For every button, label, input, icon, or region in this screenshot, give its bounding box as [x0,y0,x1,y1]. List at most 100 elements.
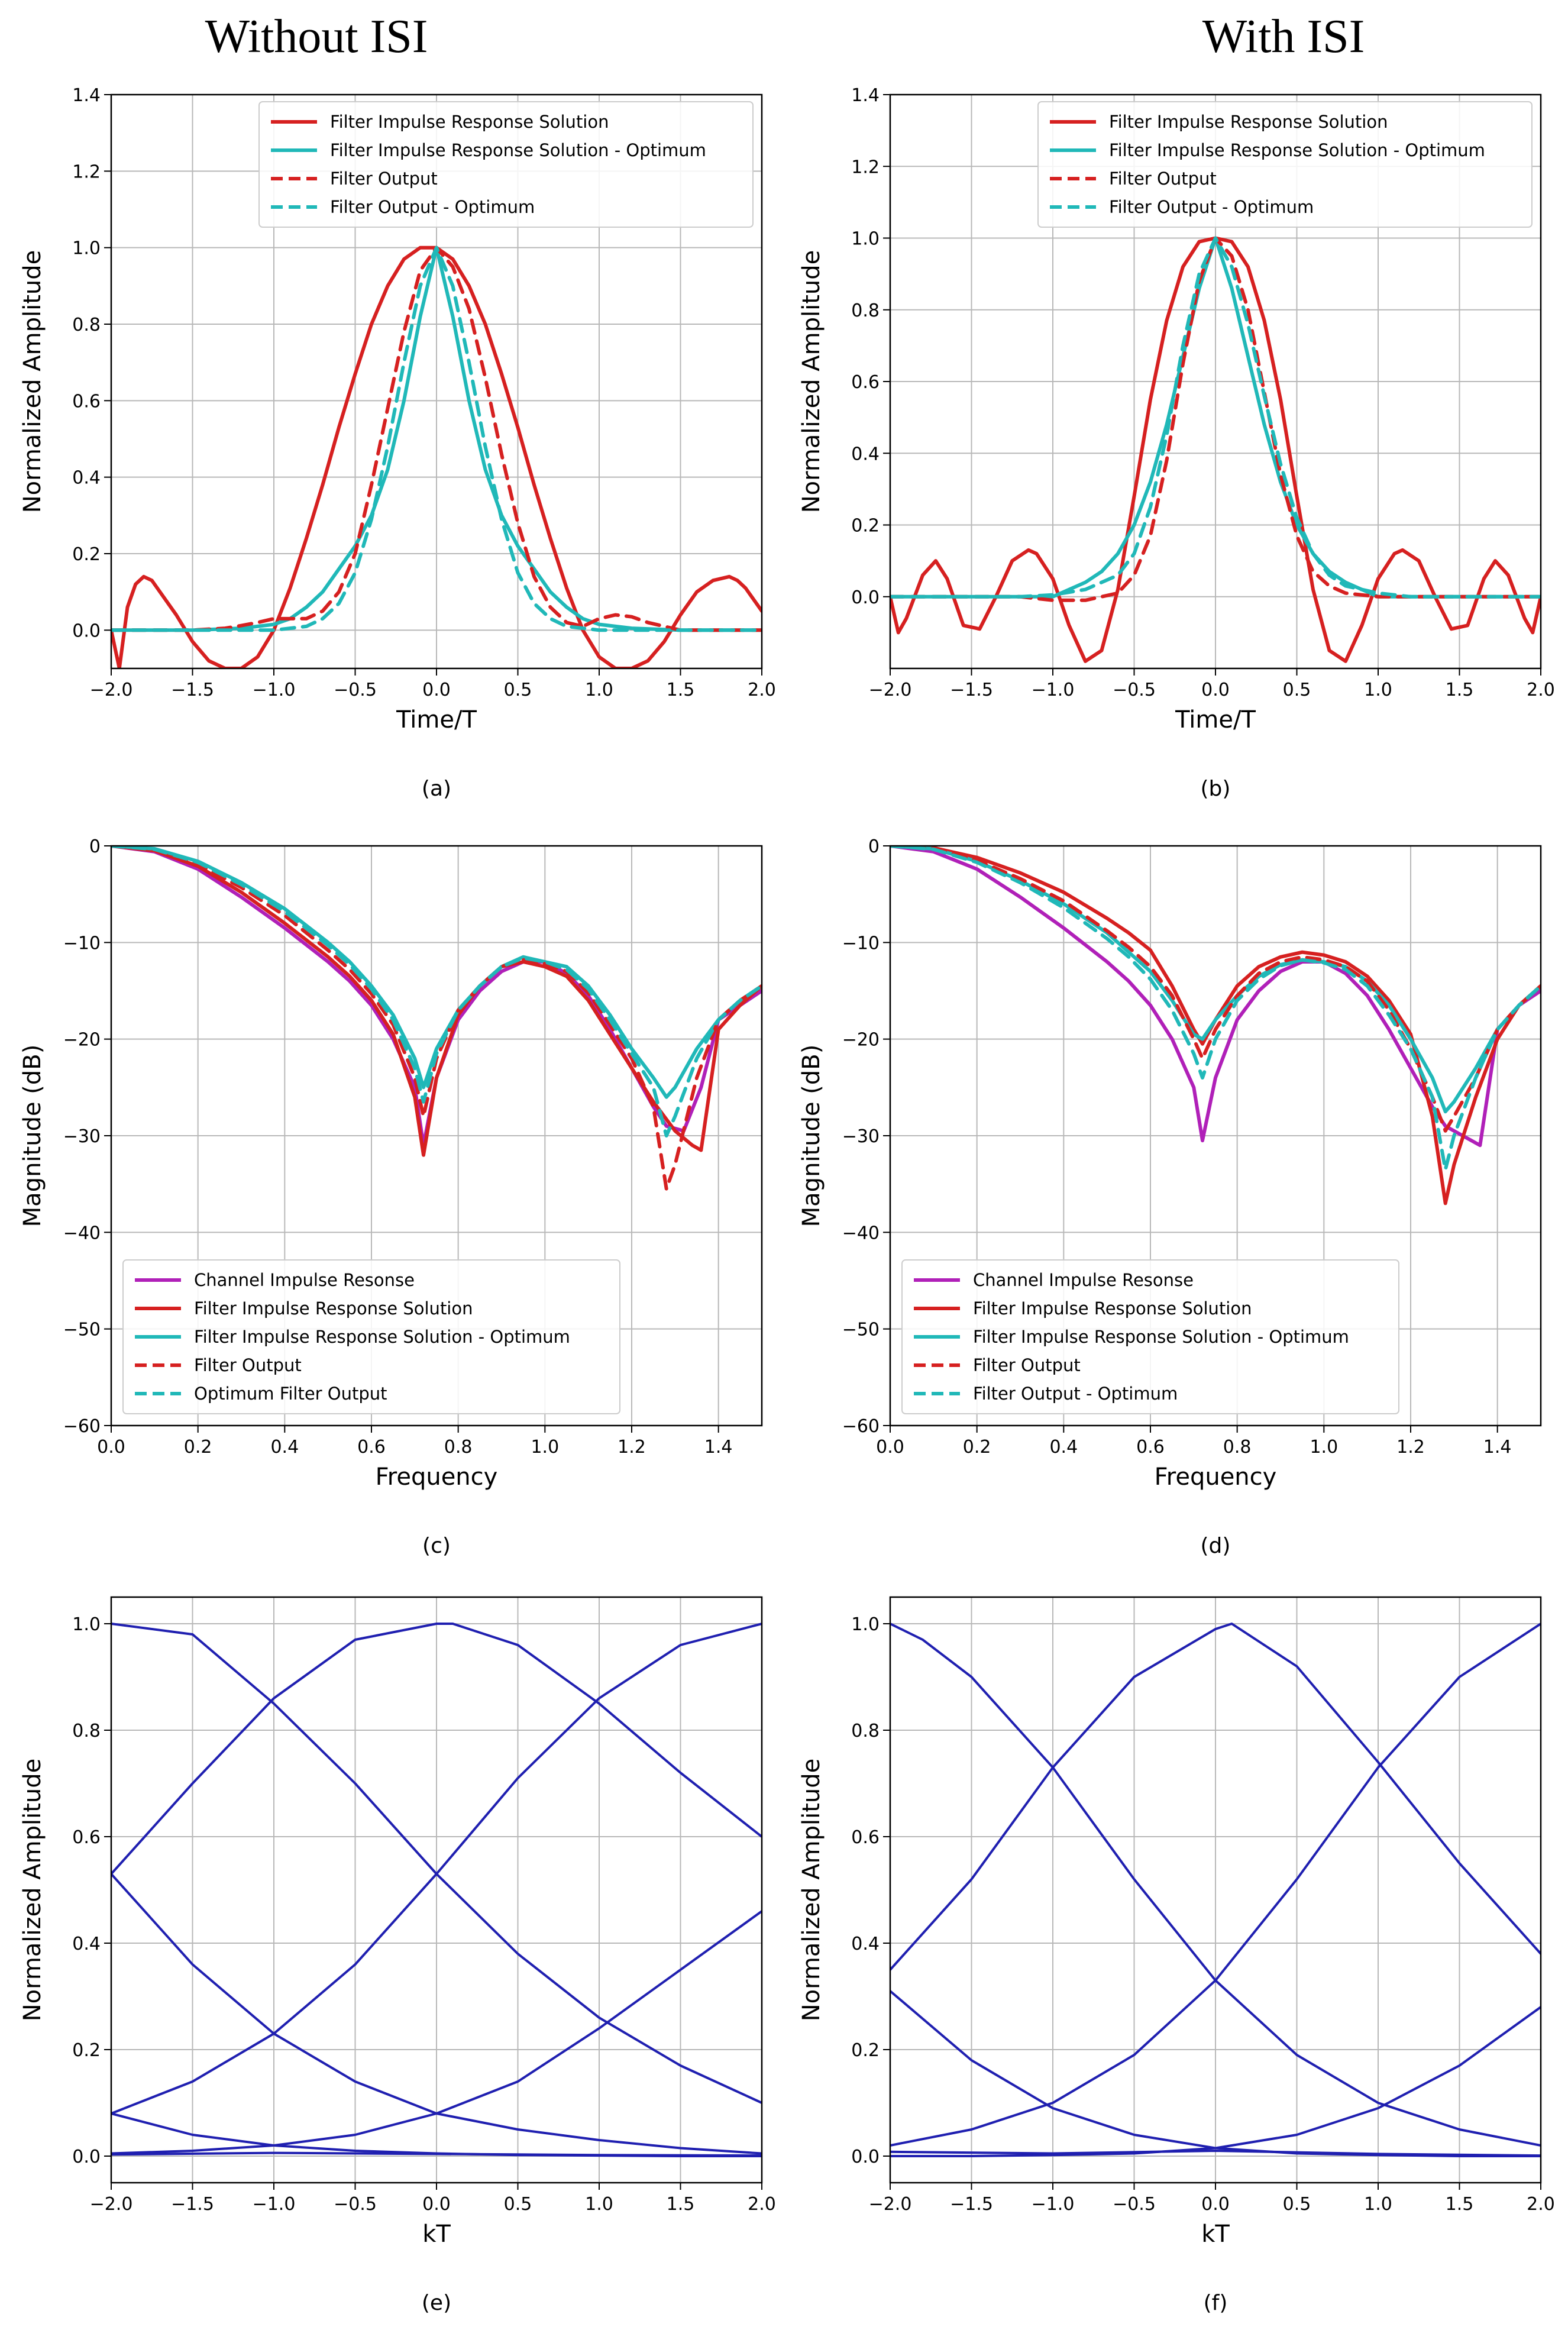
series-line-1 [111,245,762,668]
x-tick-label: 2.0 [1527,680,1555,700]
legend-box [258,101,754,228]
y-tick-label: 0.6 [72,1827,101,1848]
y-tick-label: −40 [842,1223,880,1243]
x-tick-label: 0.0 [422,680,451,700]
series-line-5 [111,1910,762,2155]
series-line-1 [111,846,762,1148]
y-tick-label: −10 [63,933,101,954]
x-tick-label: 1.2 [1396,1437,1425,1458]
panel-caption: (d) [1201,1534,1231,1558]
y-tick-label: 0.8 [72,1721,101,1741]
y-tick-label: 0.0 [72,621,101,641]
legend-entry: Optimum Filter Output [194,1384,387,1404]
x-axis-label: kT [422,2221,451,2248]
x-tick-label: 0.2 [963,1437,991,1458]
column-title-left: Without ISI [205,11,428,63]
y-tick-label: 0.2 [851,2040,880,2061]
x-tick-label: 0.4 [270,1437,299,1458]
x-tick-label: −1.5 [171,2194,214,2215]
x-tick-label: 0.5 [1283,2194,1311,2215]
y-tick-label: 1.0 [72,238,101,259]
y-tick-label: 1.0 [72,1614,101,1635]
x-tick-label: 0.0 [422,2194,451,2215]
panel-caption: (c) [422,1534,451,1558]
series-group [111,846,762,1191]
x-tick-label: −0.5 [334,2194,377,2215]
x-tick-label: 1.5 [1446,680,1474,700]
series-group [890,846,1541,1206]
legend-entry: Filter Impulse Response Solution - Optim… [973,1327,1349,1347]
x-tick-label: −0.5 [1113,680,1156,700]
series-line-3 [890,1623,1541,2147]
x-tick-label: 1.2 [617,1437,646,1458]
y-tick-label: −50 [63,1320,101,1340]
y-tick-label: 0.4 [72,468,101,489]
x-tick-label: 0.4 [1049,1437,1078,1458]
y-tick-label: 0.0 [851,2147,880,2167]
legend-entry: Filter Impulse Response Solution - Optim… [330,140,706,160]
y-tick-label: −20 [842,1030,880,1051]
x-tick-label: −1.0 [253,680,296,700]
series-line-2 [890,1623,1541,2147]
panel-caption: (e) [422,2291,451,2315]
y-tick-label: 0.2 [851,516,880,537]
legend-entry: Filter Impulse Response Solution - Optim… [1109,140,1485,160]
x-tick-label: −2.0 [90,2194,133,2215]
y-tick-label: 0 [89,836,101,857]
series-line-4 [111,245,762,632]
series-line-5 [890,2006,1541,2157]
x-tick-label: 1.4 [704,1437,733,1458]
x-tick-label: 1.0 [585,680,613,700]
legend-entry: Filter Output [330,169,438,189]
legend-entry: Filter Output - Optimum [330,197,535,217]
legend-entry: Filter Output [194,1355,302,1375]
x-axis-label: kT [1201,2221,1230,2248]
y-tick-label: 0.6 [851,372,880,393]
x-axis-label: Time/T [396,706,477,733]
series-line-1 [890,1623,1541,1971]
series-line-3 [111,245,762,632]
chart-f: −2.0 −1.5 −1.0 −0.5 0.0 0.5 1.0 1.5 2.0 0.0 0.2 0.4… [798,1596,1555,2315]
legend: Filter Impulse Response Solution Filter I… [258,101,754,228]
x-tick-label: −1.0 [1032,680,1075,700]
x-tick-label: 0.8 [1223,1437,1252,1458]
series-line-4 [890,236,1541,599]
y-tick-label: −60 [63,1416,101,1437]
legend-box [901,1259,1399,1414]
y-axis-label: Normalized Amplitude [798,1759,825,2022]
y-tick-label: 1.4 [72,85,101,106]
x-tick-label: 1.4 [1483,1437,1512,1458]
series-line-3 [890,236,1541,602]
legend-entry: Filter Impulse Response Solution - Optim… [194,1327,570,1347]
x-axis-label: Time/T [1175,706,1256,733]
y-tick-label: −30 [63,1126,101,1147]
y-tick-label: 0.0 [72,2147,101,2167]
y-tick-label: −10 [842,933,880,954]
chart-d: 0.0 0.2 0.4 0.6 0.8 1.0 1.2 1.4 0 −10 −20 −30 −40 −50… [798,836,1542,1558]
legend: Channel Impulse Resonse Filter Impulse Re… [901,1259,1399,1414]
y-axis-label: Normalized Amplitude [19,1759,46,2022]
x-tick-label: 2.0 [748,680,776,700]
series-line-7 [111,2151,762,2157]
column-title-right: With ISI [1202,11,1365,63]
x-tick-label: 0.5 [1283,680,1311,700]
series-group [890,236,1541,663]
y-tick-label: 0.8 [851,300,880,321]
chart-e: −2.0 −1.5 −1.0 −0.5 0.0 0.5 1.0 1.5 2.0 0.0 0.2 0.4… [19,1596,776,2315]
y-tick-label: −40 [63,1223,101,1243]
series-line-5 [111,846,762,1137]
x-tick-label: 0.0 [1201,680,1230,700]
y-tick-label: −50 [842,1320,880,1340]
x-axis-label: Frequency [376,1463,498,1491]
series-group [111,1623,762,2157]
panel-caption: (a) [422,777,451,801]
y-axis-label: Magnitude (dB) [19,1045,46,1227]
series-line-2 [890,846,1541,1206]
x-tick-label: −2.0 [869,2194,912,2215]
series-line-3 [111,1623,762,2115]
y-axis-label: Normalized Amplitude [798,250,825,513]
x-tick-label: 1.0 [1364,2194,1392,2215]
chart-b: −2.0 −1.5 −1.0 −0.5 0.0 0.5 1.0 1.5 2.0 0.0 0.2 0.4… [798,85,1555,801]
panel-caption: (f) [1204,2291,1228,2315]
x-tick-label: 0.6 [357,1437,386,1458]
